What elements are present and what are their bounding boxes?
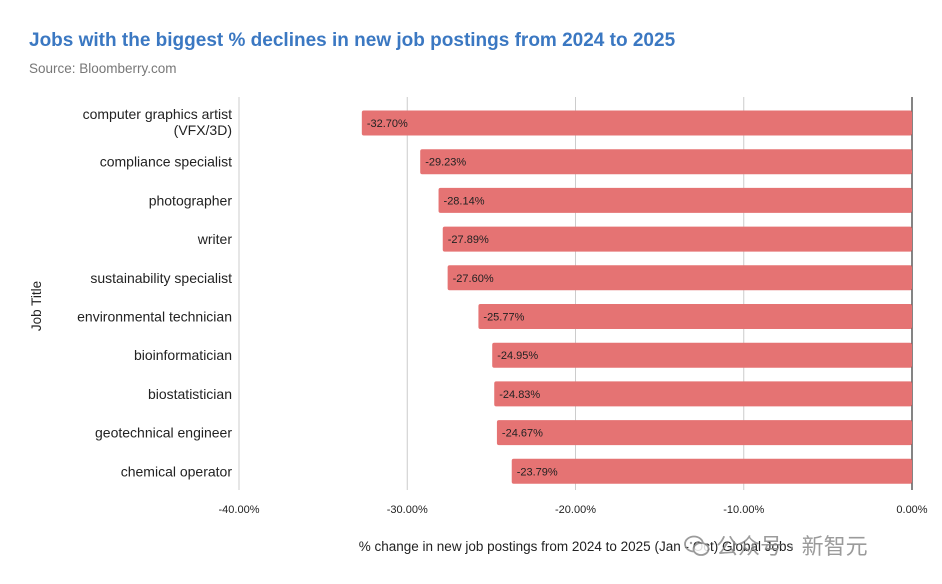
bar — [442, 226, 912, 252]
category-label: environmental technician — [77, 309, 232, 325]
data-label: -24.95% — [497, 350, 538, 362]
category-label: chemical operator — [121, 463, 233, 479]
category-label: biostatistician — [148, 386, 232, 402]
category-label: geotechnical engineer — [95, 425, 232, 441]
data-label: -23.79% — [517, 466, 558, 478]
y-axis-title: Job Title — [29, 281, 44, 331]
bar — [420, 149, 912, 175]
category-label: writer — [197, 231, 233, 247]
category-label: photographer — [149, 192, 233, 208]
x-tick-label: -10.00% — [723, 504, 764, 516]
data-label: -27.60% — [453, 273, 494, 285]
category-label: (VFX/3D) — [174, 122, 232, 138]
x-tick-label: -40.00% — [219, 504, 260, 516]
bar — [492, 342, 912, 368]
x-tick-label: -30.00% — [387, 504, 428, 516]
data-label: -32.70% — [367, 118, 408, 130]
bar — [438, 187, 912, 213]
category-label: bioinformatician — [134, 347, 232, 363]
category-label: compliance specialist — [100, 154, 232, 170]
chart-source: Source: Bloomberry.com — [29, 61, 177, 76]
bar — [447, 265, 912, 291]
data-label: -27.89% — [448, 234, 489, 246]
watermark-text: 公众号 · 新智元 — [716, 534, 868, 559]
data-label: -24.67% — [502, 428, 543, 440]
watermark: 公众号 · 新智元 — [684, 529, 868, 561]
chart-title: Jobs with the biggest % declines in new … — [29, 30, 676, 51]
data-label: -24.83% — [499, 389, 540, 401]
x-tick-label: -20.00% — [555, 504, 596, 516]
data-label: -28.14% — [444, 195, 485, 207]
bar — [511, 458, 912, 484]
bar — [478, 304, 912, 329]
bar — [361, 110, 912, 136]
data-label: -25.77% — [483, 312, 524, 324]
bar — [496, 420, 912, 446]
category-label: computer graphics artist — [83, 106, 233, 122]
data-label: -29.23% — [425, 157, 466, 169]
x-tick-label: 0.00% — [896, 504, 927, 516]
category-label: sustainability specialist — [90, 270, 232, 286]
bar — [494, 381, 912, 407]
wechat-icon — [684, 535, 710, 556]
